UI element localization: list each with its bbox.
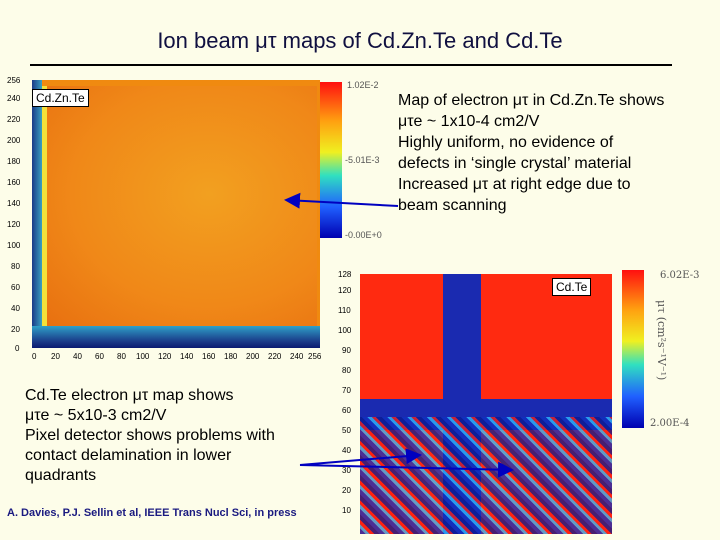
czt-y-tick: 40 <box>11 304 20 313</box>
title-rule <box>30 64 672 66</box>
czt-x-tick: 220 <box>268 352 282 361</box>
czt-annotation: Map of electron μτ in Cd.Zn.Te shows μτe… <box>398 90 708 216</box>
annotation-line: Cd.Te electron μτ map shows <box>25 387 234 404</box>
czt-x-tick: 60 <box>95 352 104 361</box>
czt-label: Cd.Zn.Te <box>32 89 89 107</box>
cdte-y-tick: 20 <box>342 486 351 495</box>
czt-x-tick: 80 <box>117 352 126 361</box>
czt-y-tick: 100 <box>7 241 21 250</box>
annotation-line: Increased μτ at right edge due to <box>398 176 631 193</box>
cdte-y-tick: 120 <box>338 286 352 295</box>
czt-x-tick: 240 <box>290 352 304 361</box>
cdte-y-tick: 40 <box>342 446 351 455</box>
citation: A. Davies, P.J. Sellin et al, IEEE Trans… <box>7 507 297 519</box>
slide-title: Ion beam μτ maps of Cd.Zn.Te and Cd.Te <box>157 28 563 53</box>
annotation-line: contact delamination in lower <box>25 447 232 464</box>
czt-y-axis: 256 240 220 200 180 160 140 120 100 80 6… <box>5 74 30 353</box>
cdte-colorbar-max: 6.02E-3 <box>660 270 700 281</box>
czt-y-tick: 160 <box>7 178 21 187</box>
annotation-line: μτe ~ 1x10-4 cm2/V <box>398 113 540 130</box>
czt-x-tick: 20 <box>51 352 60 361</box>
cdte-heatmap <box>360 274 612 534</box>
annotation-line: μτe ~ 5x10-3 cm2/V <box>25 407 167 424</box>
cdte-y-tick: 50 <box>342 426 351 435</box>
annotation-line: Highly uniform, no evidence of <box>398 134 614 151</box>
cdte-map: 128 120 110 100 90 80 70 60 50 40 30 20 … <box>330 268 720 540</box>
czt-bottom-edge <box>32 326 320 348</box>
czt-y-tick: 20 <box>11 325 20 334</box>
czt-map: 256 240 220 200 180 160 140 120 100 80 6… <box>5 74 325 364</box>
cdte-y-tick: 100 <box>338 326 352 335</box>
czt-x-tick: 100 <box>136 352 150 361</box>
czt-y-tick: 220 <box>7 115 21 124</box>
cdte-y-tick: 110 <box>338 306 351 315</box>
cdte-colorbar <box>622 270 644 428</box>
annotation-line: quadrants <box>25 467 97 484</box>
cdte-y-tick: 128 <box>338 270 352 279</box>
czt-colorbar-min: -0.00E+0 <box>345 230 382 240</box>
czt-y-tick: 200 <box>7 136 21 145</box>
czt-y-tick: 140 <box>7 199 21 208</box>
czt-x-tick: 140 <box>180 352 194 361</box>
annotation-line: Map of electron μτ in Cd.Zn.Te shows <box>398 92 665 109</box>
czt-colorbar-max: 1.02E-2 <box>347 80 379 90</box>
annotation-line: Pixel detector shows problems with <box>25 427 275 444</box>
cdte-delaminated-region <box>360 417 612 534</box>
czt-x-tick: 40 <box>73 352 82 361</box>
cdte-colorbar-min: 2.00E-4 <box>650 418 690 429</box>
cdte-y-tick: 60 <box>342 406 351 415</box>
cdte-y-tick: 70 <box>342 386 351 395</box>
czt-colorbar <box>320 82 342 238</box>
czt-x-axis: 0 20 40 60 80 100 120 140 160 180 200 22… <box>32 352 324 364</box>
czt-colorbar-mid: -5.01E-3 <box>345 155 380 165</box>
czt-crystal-region <box>42 86 317 326</box>
cdte-annotation: Cd.Te electron μτ map shows μτe ~ 5x10-3… <box>25 386 325 486</box>
czt-y-tick: 80 <box>11 262 20 271</box>
czt-x-tick: 180 <box>224 352 238 361</box>
czt-y-tick: 0 <box>15 344 20 353</box>
cdte-y-tick: 10 <box>342 506 351 515</box>
annotation-line: beam scanning <box>398 197 507 214</box>
czt-left-edge <box>32 80 42 348</box>
cdte-colorbar-unit: μτ (cm²s⁻¹V⁻¹) <box>655 300 668 381</box>
czt-y-tick: 240 <box>7 94 21 103</box>
cdte-y-tick: 80 <box>342 366 351 375</box>
czt-x-tick: 256 <box>308 352 322 361</box>
cdte-y-tick: 30 <box>342 466 351 475</box>
czt-x-tick: 160 <box>202 352 216 361</box>
czt-x-tick: 200 <box>246 352 260 361</box>
annotation-line: defects in ‘single crystal’ material <box>398 155 632 172</box>
czt-heatmap <box>32 80 320 348</box>
czt-y-tick: 256 <box>7 76 21 85</box>
cdte-label: Cd.Te <box>552 278 592 296</box>
czt-y-tick: 60 <box>11 283 20 292</box>
cdte-y-tick: 90 <box>342 346 351 355</box>
czt-x-tick: 0 <box>32 352 37 361</box>
czt-y-tick: 120 <box>7 220 21 229</box>
czt-y-tick: 180 <box>7 157 21 166</box>
czt-x-tick: 120 <box>158 352 172 361</box>
